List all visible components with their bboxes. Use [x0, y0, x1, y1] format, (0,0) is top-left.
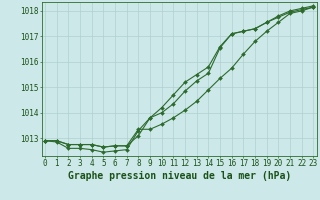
X-axis label: Graphe pression niveau de la mer (hPa): Graphe pression niveau de la mer (hPa): [68, 171, 291, 181]
